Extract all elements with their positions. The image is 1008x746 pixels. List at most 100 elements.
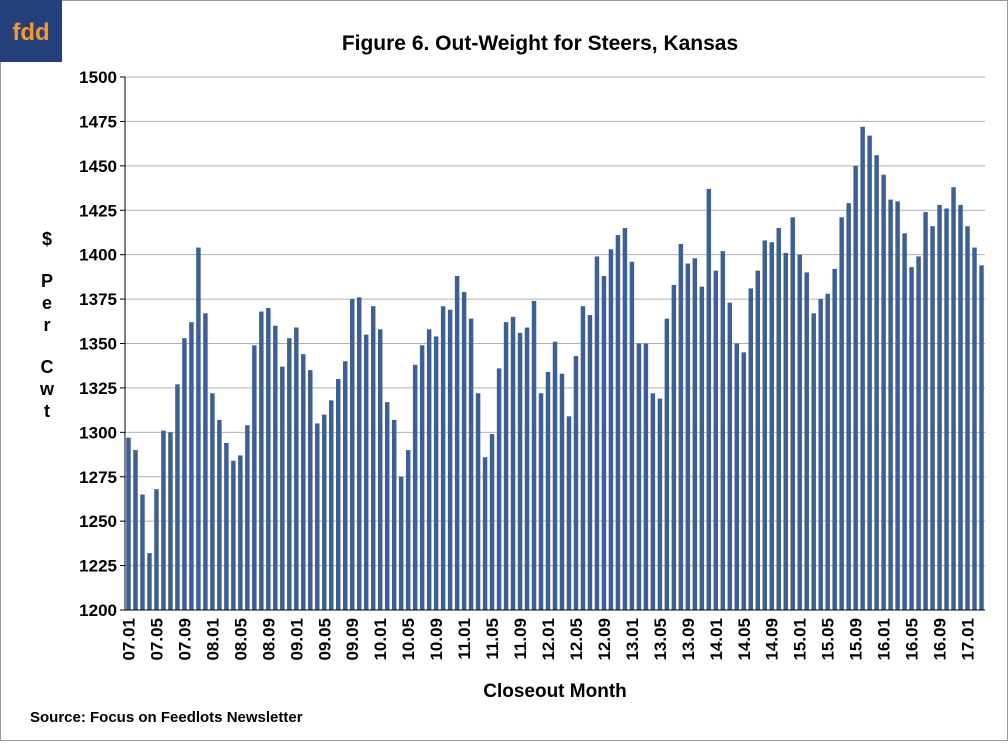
- bar: [287, 338, 292, 610]
- bar: [972, 247, 977, 610]
- bar: [377, 329, 383, 610]
- y-tick-label: 1450: [79, 157, 117, 176]
- bar: [398, 476, 404, 610]
- bar: [203, 313, 208, 610]
- x-tick-label: 09.05: [315, 618, 334, 661]
- bar: [608, 249, 614, 610]
- bar: [210, 393, 215, 610]
- bar: [343, 361, 348, 610]
- bar: [454, 275, 460, 610]
- bar: [832, 268, 837, 610]
- bar: [175, 384, 180, 610]
- bar: [266, 307, 271, 610]
- x-tick-label: 14.09: [763, 618, 782, 661]
- bar: [489, 434, 495, 610]
- x-tick-label: 12.09: [595, 618, 614, 661]
- y-tick-label: 1200: [79, 601, 117, 620]
- bar: [860, 126, 865, 610]
- y-tick-label: 1425: [79, 201, 117, 220]
- bar: [168, 432, 173, 610]
- logo-box: [0, 0, 62, 62]
- y-tick-label: 1250: [79, 512, 117, 531]
- bar: [140, 494, 145, 610]
- x-tick-label: 11.05: [483, 618, 502, 660]
- x-tick-label: 13.05: [651, 618, 670, 661]
- bar: [909, 267, 914, 610]
- y-tick-label: 1500: [79, 68, 117, 87]
- bar: [853, 165, 858, 611]
- x-tick-label: 10.09: [427, 618, 446, 661]
- bar: [846, 203, 851, 611]
- x-tick-label: 08.05: [231, 618, 250, 661]
- bar: [678, 244, 684, 611]
- bar: [531, 300, 537, 610]
- bar: [419, 345, 425, 610]
- bar: [182, 338, 187, 610]
- y-tick-label: 1325: [79, 379, 117, 398]
- bar: [888, 199, 893, 610]
- bar: [657, 398, 663, 610]
- x-tick-label: 16.05: [903, 618, 922, 661]
- bar: [706, 188, 712, 610]
- bar: [461, 291, 467, 610]
- x-tick-label: 12.05: [567, 618, 586, 661]
- bar: [294, 327, 299, 610]
- bar: [867, 135, 872, 610]
- bar: [231, 460, 236, 610]
- y-tick-label: 1225: [79, 557, 117, 576]
- bar: [245, 425, 250, 610]
- bar: [433, 336, 439, 610]
- y-tick-label: 1350: [79, 335, 117, 354]
- bar: [734, 343, 740, 610]
- x-tick-label: 14.05: [735, 618, 754, 661]
- x-tick-label: 14.01: [707, 618, 726, 661]
- bar: [916, 256, 921, 610]
- bar: [475, 393, 481, 610]
- bar: [713, 270, 719, 610]
- bar: [958, 204, 963, 611]
- bar: [147, 553, 152, 610]
- x-tick-label: 16.01: [875, 618, 894, 661]
- y-tick-label: 1475: [79, 112, 117, 131]
- y-axis-title: $: [42, 229, 52, 249]
- bar: [370, 306, 376, 610]
- bar: [308, 370, 313, 610]
- bar: [811, 313, 816, 610]
- x-tick-label: 07.01: [119, 618, 138, 661]
- bar: [748, 288, 754, 610]
- bar: [196, 247, 201, 610]
- bar: [189, 322, 194, 610]
- bar: [881, 174, 886, 610]
- bar: [161, 430, 166, 610]
- bar: [643, 343, 649, 610]
- bar: [126, 437, 131, 610]
- bar: [636, 343, 642, 610]
- bar: [482, 457, 488, 610]
- y-tick-label: 1375: [79, 290, 117, 309]
- x-tick-label: 07.05: [147, 618, 166, 661]
- x-tick-label: 17.01: [959, 618, 978, 661]
- bar: [664, 318, 670, 610]
- x-tick-label: 11.01: [455, 618, 474, 660]
- bar: [252, 345, 257, 610]
- bar: [405, 450, 411, 610]
- bar: [685, 263, 691, 610]
- bar: [629, 261, 635, 610]
- bar: [440, 306, 446, 610]
- bar: [391, 419, 397, 610]
- bar: [349, 299, 355, 610]
- x-tick-label: 10.01: [371, 618, 390, 661]
- bar: [329, 400, 334, 610]
- bar: [755, 270, 761, 610]
- x-tick-label: 16.09: [931, 618, 950, 661]
- bar: [322, 414, 327, 610]
- bar: [301, 354, 306, 610]
- bar: [769, 242, 774, 611]
- bar: [594, 256, 600, 610]
- bar: [804, 272, 809, 610]
- bar: [356, 297, 362, 610]
- x-tick-label: 09.09: [343, 618, 362, 661]
- bar: [937, 204, 942, 611]
- x-tick-label: 15.09: [847, 618, 866, 661]
